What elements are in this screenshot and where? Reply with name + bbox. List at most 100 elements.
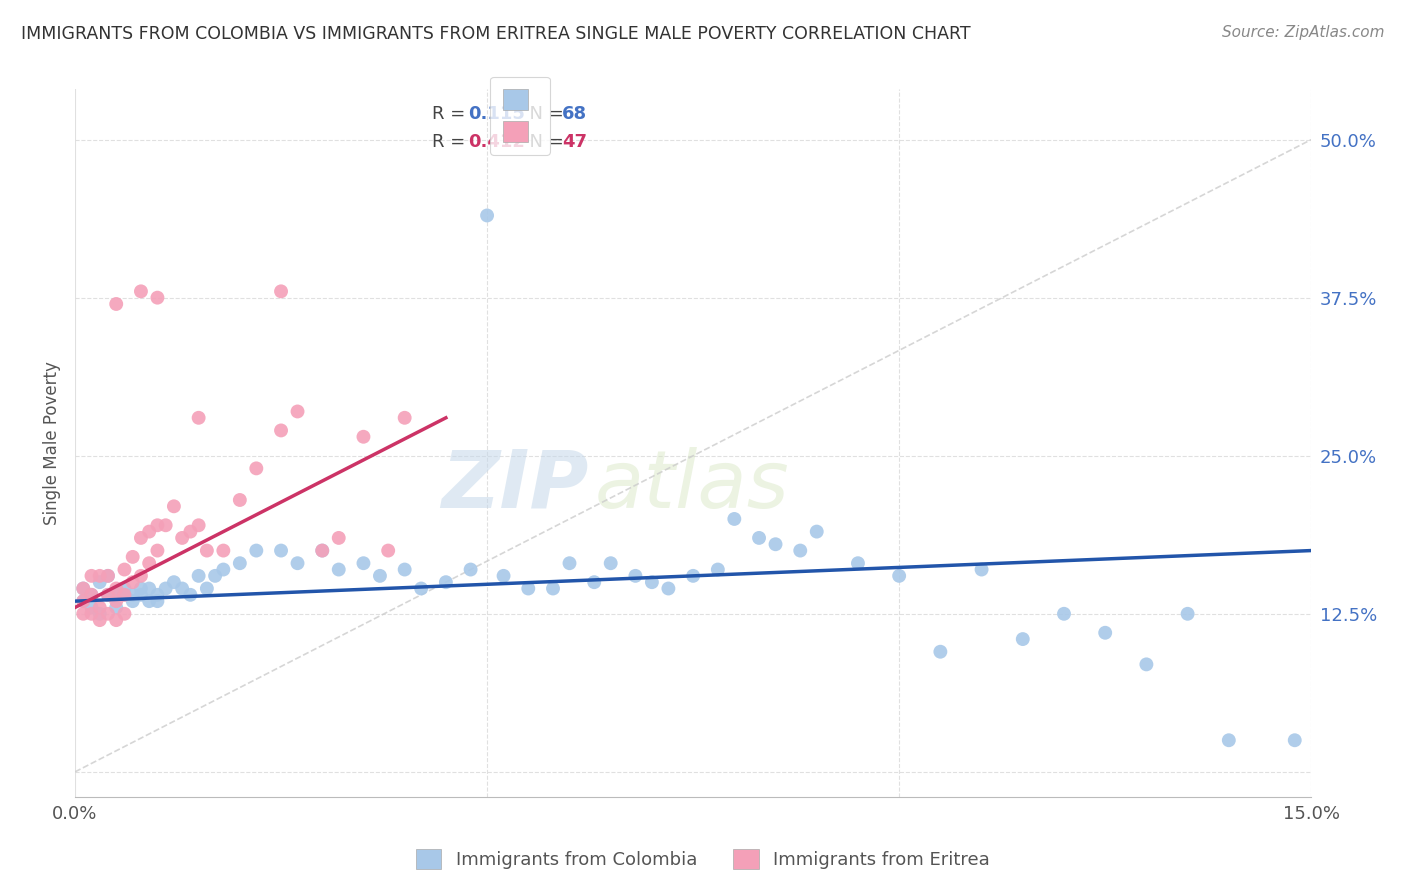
Text: 68: 68	[562, 104, 588, 123]
Point	[394, 562, 416, 576]
Point	[89, 613, 111, 627]
Point	[163, 500, 186, 514]
Point	[624, 569, 647, 583]
Point	[641, 575, 664, 590]
Point	[377, 543, 399, 558]
Point	[1284, 733, 1306, 747]
Point	[105, 594, 128, 608]
Point	[187, 569, 209, 583]
Point	[229, 493, 252, 508]
Point	[657, 582, 679, 596]
Point	[475, 209, 498, 223]
Point	[179, 524, 201, 539]
Point	[889, 569, 911, 583]
Text: Source: ZipAtlas.com: Source: ZipAtlas.com	[1222, 25, 1385, 40]
Point	[138, 556, 160, 570]
Point	[929, 645, 952, 659]
Point	[138, 524, 160, 539]
Point	[287, 556, 309, 570]
Point	[492, 569, 515, 583]
Point	[460, 562, 482, 576]
Point	[72, 594, 94, 608]
Point	[1177, 607, 1199, 621]
Point	[846, 556, 869, 570]
Point	[270, 424, 292, 438]
Text: R =: R =	[432, 133, 471, 151]
Point	[1053, 607, 1076, 621]
Text: atlas: atlas	[595, 447, 789, 524]
Point	[129, 285, 152, 299]
Point	[394, 410, 416, 425]
Point	[80, 588, 103, 602]
Point	[328, 531, 350, 545]
Point	[187, 410, 209, 425]
Point	[311, 543, 333, 558]
Point	[287, 404, 309, 418]
Point	[187, 518, 209, 533]
Point	[89, 575, 111, 590]
Point	[172, 582, 194, 596]
Point	[129, 569, 152, 583]
Point	[1218, 733, 1240, 747]
Point	[195, 582, 218, 596]
Point	[411, 582, 433, 596]
Text: IMMIGRANTS FROM COLOMBIA VS IMMIGRANTS FROM ERITREA SINGLE MALE POVERTY CORRELAT: IMMIGRANTS FROM COLOMBIA VS IMMIGRANTS F…	[21, 25, 970, 43]
Point	[172, 531, 194, 545]
Text: 0.412: 0.412	[468, 133, 524, 151]
Point	[129, 582, 152, 596]
Point	[138, 594, 160, 608]
Text: 0.115: 0.115	[468, 104, 524, 123]
Point	[204, 569, 226, 583]
Point	[517, 582, 540, 596]
Point	[1094, 625, 1116, 640]
Text: N =: N =	[517, 104, 569, 123]
Point	[353, 430, 375, 444]
Point	[114, 588, 136, 602]
Point	[789, 543, 811, 558]
Legend: , : ,	[491, 77, 550, 154]
Point	[765, 537, 787, 551]
Point	[270, 543, 292, 558]
Point	[311, 543, 333, 558]
Point	[72, 594, 94, 608]
Point	[97, 588, 120, 602]
Point	[163, 575, 186, 590]
Point	[368, 569, 391, 583]
Point	[434, 575, 457, 590]
Point	[80, 588, 103, 602]
Point	[72, 582, 94, 596]
Point	[114, 562, 136, 576]
Point	[155, 582, 177, 596]
Text: ZIP: ZIP	[440, 447, 588, 524]
Point	[121, 588, 143, 602]
Point	[723, 512, 745, 526]
Point	[138, 582, 160, 596]
Point	[682, 569, 704, 583]
Legend: Immigrants from Colombia, Immigrants from Eritrea: Immigrants from Colombia, Immigrants fro…	[408, 839, 998, 879]
Text: R =: R =	[432, 104, 471, 123]
Point	[105, 588, 128, 602]
Point	[748, 531, 770, 545]
Point	[80, 600, 103, 615]
Point	[245, 461, 267, 475]
Point	[583, 575, 606, 590]
Y-axis label: Single Male Poverty: Single Male Poverty	[44, 361, 60, 525]
Point	[146, 291, 169, 305]
Point	[146, 518, 169, 533]
Point	[1135, 657, 1157, 672]
Point	[105, 297, 128, 311]
Point	[114, 582, 136, 596]
Point	[114, 588, 136, 602]
Point	[195, 543, 218, 558]
Point	[146, 588, 169, 602]
Point	[89, 569, 111, 583]
Point	[80, 569, 103, 583]
Point	[270, 285, 292, 299]
Point	[245, 543, 267, 558]
Point	[129, 531, 152, 545]
Point	[89, 607, 111, 621]
Point	[129, 588, 152, 602]
Point	[146, 543, 169, 558]
Text: N =: N =	[517, 133, 569, 151]
Point	[72, 607, 94, 621]
